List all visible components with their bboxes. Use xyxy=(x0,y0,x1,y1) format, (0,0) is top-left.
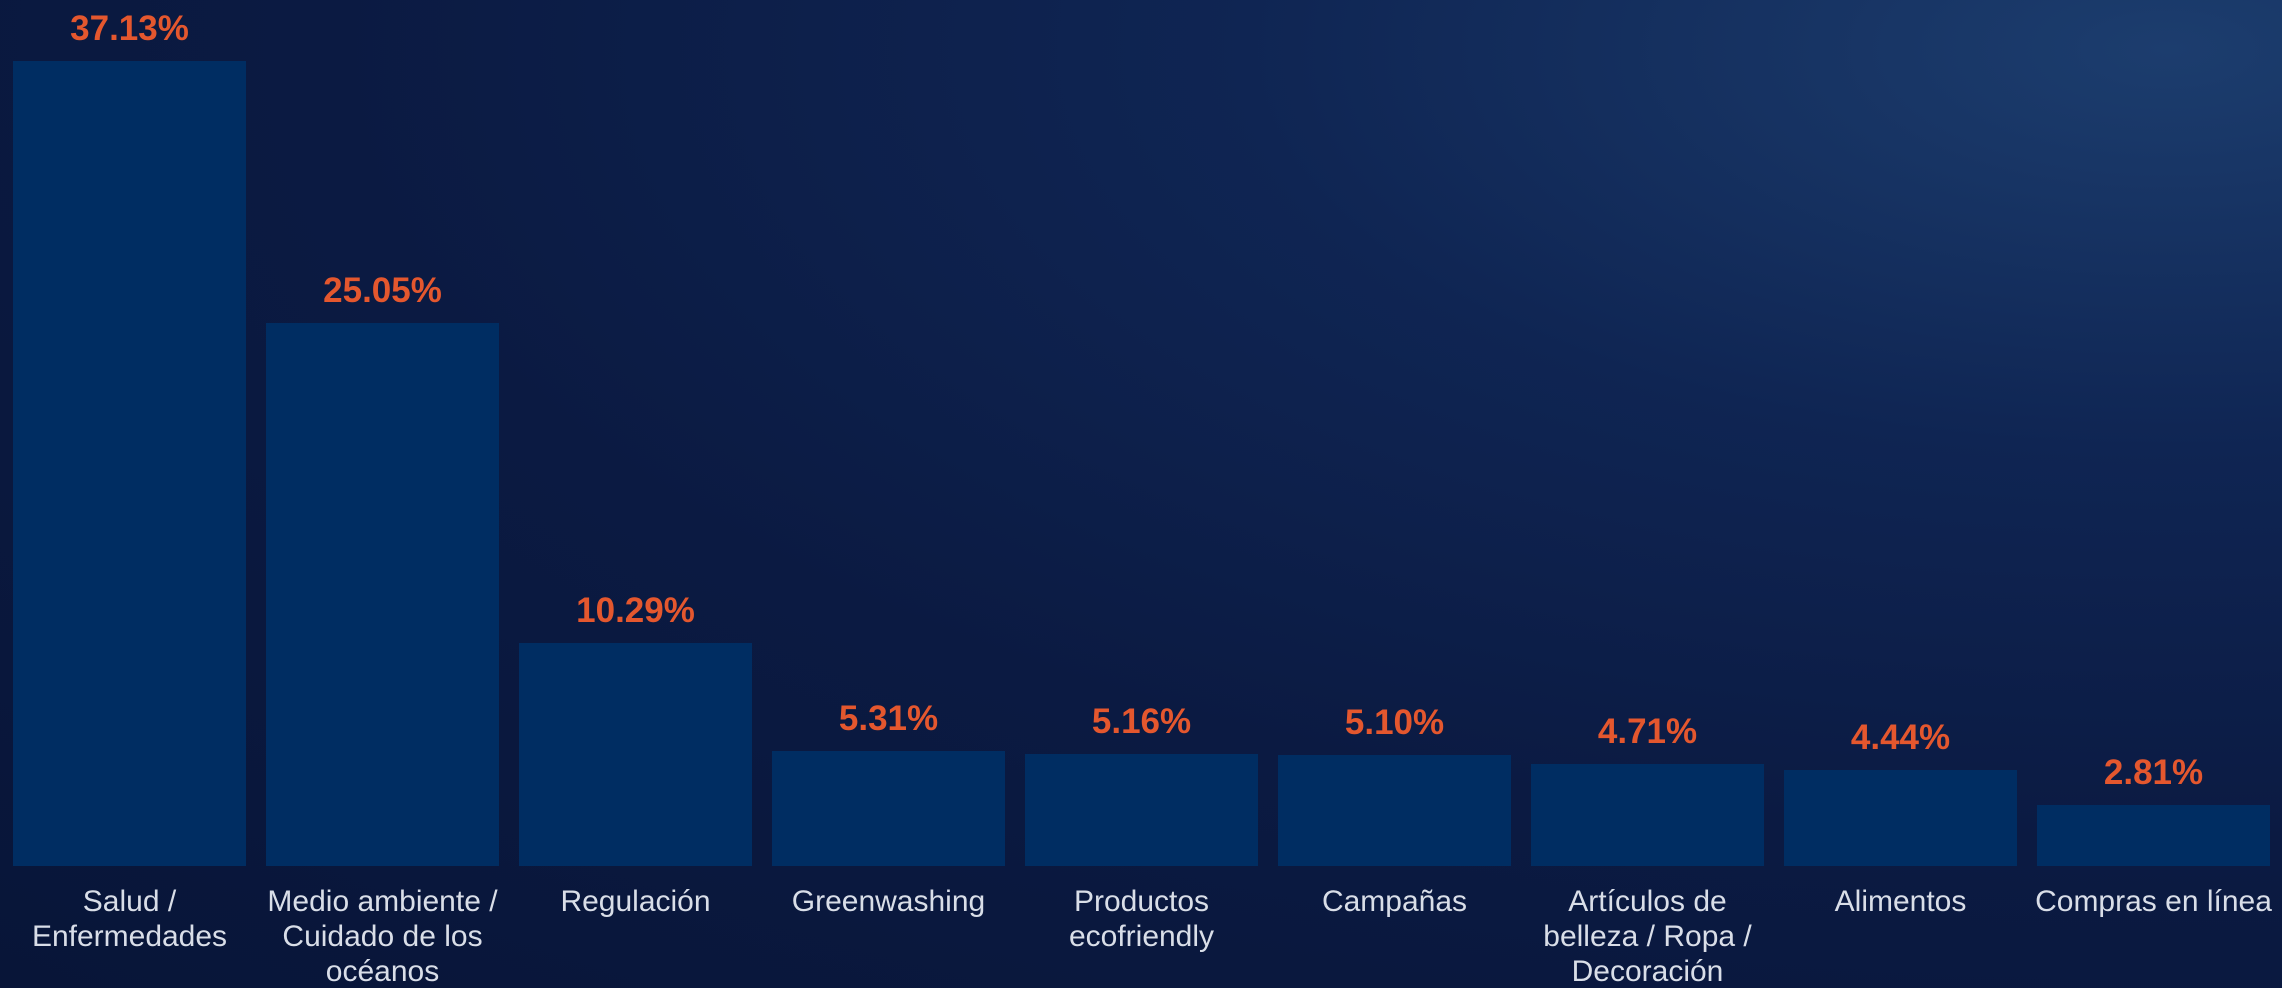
x-tick-label: Greenwashing xyxy=(791,885,986,918)
x-tick-label: Medio ambiente / Cuidado de los océanos xyxy=(267,885,498,988)
bar xyxy=(772,750,1005,866)
value-label: 5.10% xyxy=(1344,703,1445,743)
bar xyxy=(13,61,246,866)
value-label: 37.13% xyxy=(70,9,189,48)
value-label: 5.16% xyxy=(1091,702,1192,742)
x-tick-label: Compras en línea xyxy=(2035,885,2272,918)
x-tick-label: Artículos de belleza / Ropa / Decoración xyxy=(1543,885,1752,988)
bar xyxy=(266,322,499,866)
value-label: 5.31% xyxy=(838,698,939,738)
value-label: 2.81% xyxy=(2103,753,2204,793)
value-label: 25.05% xyxy=(323,270,442,310)
value-label: 10.29% xyxy=(576,590,695,630)
bar xyxy=(2037,805,2270,866)
x-tick-label: Campañas xyxy=(1321,885,1468,918)
x-tick-label: Regulación xyxy=(560,885,711,918)
bar xyxy=(1025,754,1258,866)
x-tick-label: Productos ecofriendly xyxy=(1068,885,1215,953)
bar xyxy=(1531,763,1764,866)
bar xyxy=(1278,755,1511,866)
x-tick-label: Alimentos xyxy=(1834,885,1967,918)
x-tick-label: Salud / Enfermedades xyxy=(31,885,228,953)
value-label: 4.71% xyxy=(1597,711,1698,751)
bar xyxy=(1784,769,2017,866)
value-label: 4.44% xyxy=(1850,717,1951,757)
bar xyxy=(519,642,752,866)
